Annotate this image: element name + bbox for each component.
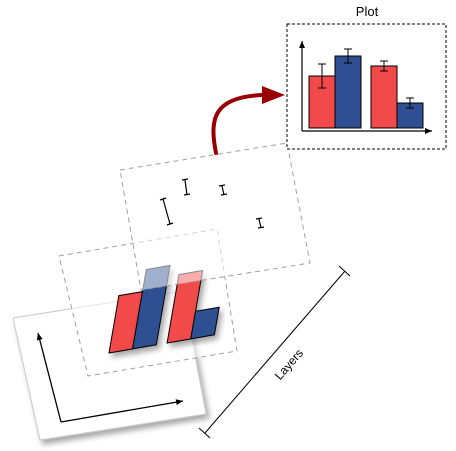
plot-title: Plot: [356, 4, 379, 19]
plot-bar: [371, 66, 397, 128]
errors-layer: [120, 143, 310, 290]
layers-dimension-cap-top: [339, 266, 350, 276]
layer-bar: [191, 307, 219, 339]
layers-label: Layers: [272, 346, 306, 382]
errors-layer-frame: [120, 143, 310, 290]
curved-arrow: [213, 95, 262, 153]
plot-bar: [335, 56, 361, 128]
final-plot: Plot: [287, 4, 446, 149]
curved-arrow-head: [262, 86, 285, 104]
